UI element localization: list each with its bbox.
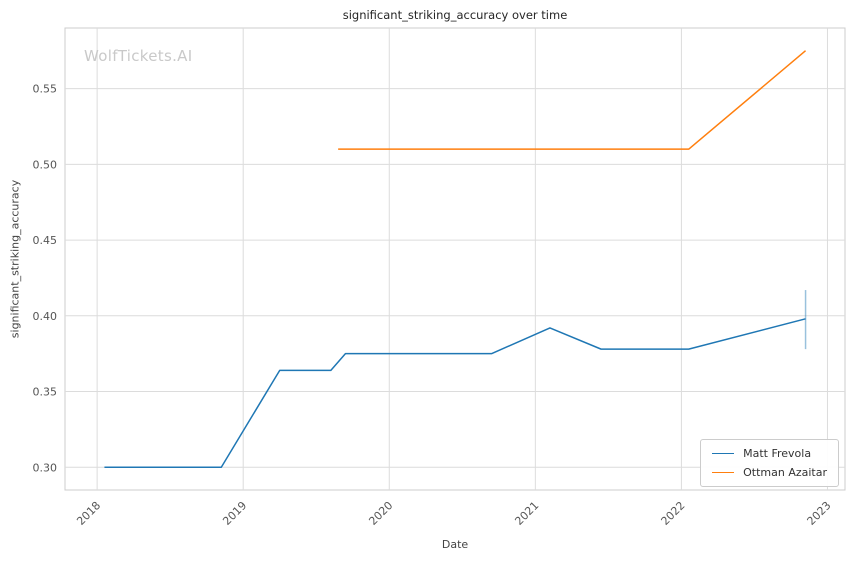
legend-item-ottman-azaitar: Ottman Azaitar xyxy=(712,467,827,478)
series-line-matt-frevola xyxy=(104,318,806,469)
y-tick-label: 0.35 xyxy=(33,386,58,399)
y-axis-label: significant_striking_accuracy xyxy=(8,179,22,339)
x-tick-label: 2023 xyxy=(805,499,834,528)
y-tick-label: 0.50 xyxy=(33,158,58,171)
legend-item-matt-frevola: Matt Frevola xyxy=(712,448,827,459)
legend-line-swatch-orange xyxy=(712,472,735,473)
x-tick-label: 2022 xyxy=(659,499,688,528)
y-tick-label: 0.30 xyxy=(33,461,58,474)
legend-label: Matt Frevola xyxy=(743,447,812,460)
series-line-ottman-azaitar xyxy=(338,50,807,150)
legend-line-swatch-blue xyxy=(712,453,735,454)
plot-area xyxy=(64,27,846,491)
y-tick-label: 0.40 xyxy=(33,310,58,323)
watermark: WolfTickets.AI xyxy=(84,47,193,65)
x-tick-label: 2018 xyxy=(74,499,103,528)
x-tick-label: 2021 xyxy=(512,499,541,528)
y-tick-label: 0.45 xyxy=(33,234,58,247)
legend-label: Ottman Azaitar xyxy=(743,466,827,479)
chart-title: significant_striking_accuracy over time xyxy=(342,8,568,22)
x-tick-label: 2020 xyxy=(366,499,395,528)
y-tick-label: 0.55 xyxy=(33,83,58,96)
x-axis-label: Date xyxy=(441,538,469,551)
legend: Matt Frevola Ottman Azaitar xyxy=(700,439,839,487)
x-tick-label: 2019 xyxy=(220,499,249,528)
